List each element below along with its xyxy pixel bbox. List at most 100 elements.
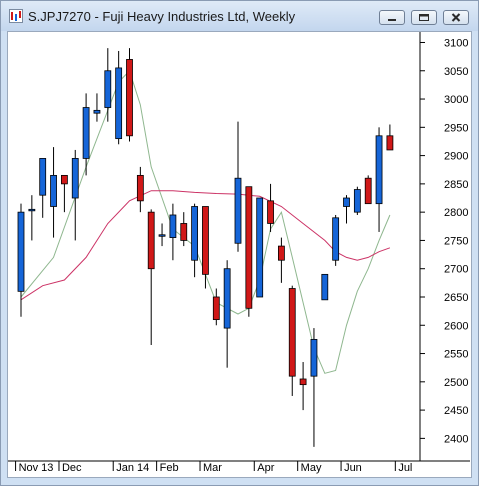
chart-window-icon: [9, 9, 23, 23]
candle-body-down: [288, 288, 296, 377]
candle-body-up: [169, 214, 177, 239]
y-tick-label: 2900: [444, 151, 468, 163]
candle[interactable]: [256, 197, 264, 298]
candle[interactable]: [364, 175, 372, 205]
candle[interactable]: [28, 195, 36, 241]
candle-body-up: [115, 67, 123, 140]
candle[interactable]: [299, 362, 307, 411]
x-tick-label: Mar: [203, 462, 222, 474]
candle-body-up: [158, 234, 166, 237]
candle[interactable]: [115, 50, 123, 145]
candle-body-up: [223, 268, 231, 329]
y-tick-label: 2750: [444, 235, 468, 247]
candle-body-up: [321, 273, 329, 301]
candle[interactable]: [61, 174, 68, 213]
candle[interactable]: [104, 48, 112, 122]
candle[interactable]: [17, 203, 25, 317]
candle-body-down: [386, 135, 394, 151]
candle[interactable]: [277, 237, 285, 283]
candle[interactable]: [343, 195, 350, 224]
candle[interactable]: [245, 186, 253, 317]
candle[interactable]: [50, 147, 57, 238]
candle-body-down: [212, 296, 220, 321]
y-tick-label: 2650: [444, 292, 468, 304]
candle-body-up: [310, 339, 318, 377]
candle-body-up: [82, 107, 90, 159]
x-tick-label: Feb: [160, 462, 179, 474]
candle[interactable]: [147, 209, 155, 346]
candle-body-down: [180, 223, 188, 241]
candle[interactable]: [288, 285, 296, 396]
candle[interactable]: [267, 183, 274, 232]
candle-body-down: [126, 59, 133, 137]
candle[interactable]: [212, 288, 220, 326]
close-icon: [451, 13, 461, 22]
candle[interactable]: [82, 93, 90, 176]
candle[interactable]: [223, 260, 231, 368]
candle[interactable]: [158, 223, 166, 247]
minimize-button[interactable]: [379, 10, 405, 25]
candle[interactable]: [93, 93, 101, 122]
candle[interactable]: [310, 328, 318, 447]
candle-body-up: [375, 135, 383, 205]
maximize-icon: [419, 14, 429, 21]
y-tick-label: 2850: [444, 179, 468, 191]
candle[interactable]: [332, 214, 340, 266]
title-bar[interactable]: S.JPJ7270 - Fuji Heavy Industries Ltd, W…: [1, 1, 478, 31]
candle-body-up: [50, 174, 57, 207]
y-tick-label: 3050: [444, 66, 468, 78]
candle-body-up: [353, 189, 361, 213]
candle-body-down: [267, 200, 274, 224]
y-tick-label: 2400: [444, 433, 468, 445]
close-button[interactable]: [443, 10, 469, 25]
candle-body-up: [71, 158, 79, 199]
candle-body-up: [256, 197, 264, 298]
x-tick-label: Dec: [62, 462, 82, 474]
candle-body-up: [17, 211, 25, 292]
x-tick-label: May: [301, 462, 322, 474]
x-tick-label: Jun: [344, 462, 362, 474]
candle-body-down: [136, 174, 144, 202]
candle-body-down: [299, 378, 307, 386]
x-tick-label: Jul: [398, 462, 412, 474]
candle[interactable]: [136, 166, 144, 213]
candle-body-up: [39, 158, 47, 196]
candle-body-down: [245, 186, 253, 309]
candle[interactable]: [353, 186, 361, 215]
candle-body-down: [147, 211, 155, 270]
y-tick-label: 2800: [444, 207, 468, 219]
candle-body-down: [61, 174, 68, 185]
candle-body-up: [343, 197, 350, 207]
candle[interactable]: [180, 212, 188, 247]
candle-body-down: [364, 177, 372, 205]
candle[interactable]: [39, 158, 47, 218]
y-tick-label: 2950: [444, 122, 468, 134]
y-tick-label: 3000: [444, 94, 468, 106]
candle[interactable]: [321, 273, 329, 301]
x-tick-label: Nov 13: [19, 462, 54, 474]
candle-body-up: [234, 177, 242, 244]
candle[interactable]: [169, 203, 177, 261]
window-title: S.JPJ7270 - Fuji Heavy Industries Ltd, W…: [28, 9, 296, 24]
candle[interactable]: [71, 149, 79, 241]
candle[interactable]: [202, 206, 209, 289]
axis-layer: 3100 3050 3000 2950 2900 2850 2800 2750 2700 2650…: [8, 32, 470, 474]
price-chart[interactable]: 3100 3050 3000 2950 2900 2850 2800 2750 2700 2650…: [8, 32, 471, 477]
candle-body-up: [332, 217, 340, 261]
maximize-button[interactable]: [411, 10, 437, 25]
candle[interactable]: [375, 127, 383, 232]
candle-body-up: [104, 70, 112, 108]
y-tick-label: 2500: [444, 377, 468, 389]
y-tick-label: 2700: [444, 264, 468, 276]
y-tick-label: 2450: [444, 405, 468, 417]
candle[interactable]: [234, 121, 242, 252]
candle-body-up: [191, 206, 199, 261]
candle[interactable]: [126, 48, 133, 142]
candle[interactable]: [191, 203, 199, 278]
chart-frame: 3100 3050 3000 2950 2900 2850 2800 2750 2700 2650…: [7, 31, 472, 478]
x-tick-label: Jan 14: [116, 462, 149, 474]
y-tick-label: 2550: [444, 349, 468, 361]
x-tick-label: Apr: [257, 462, 274, 474]
candle[interactable]: [386, 124, 394, 151]
